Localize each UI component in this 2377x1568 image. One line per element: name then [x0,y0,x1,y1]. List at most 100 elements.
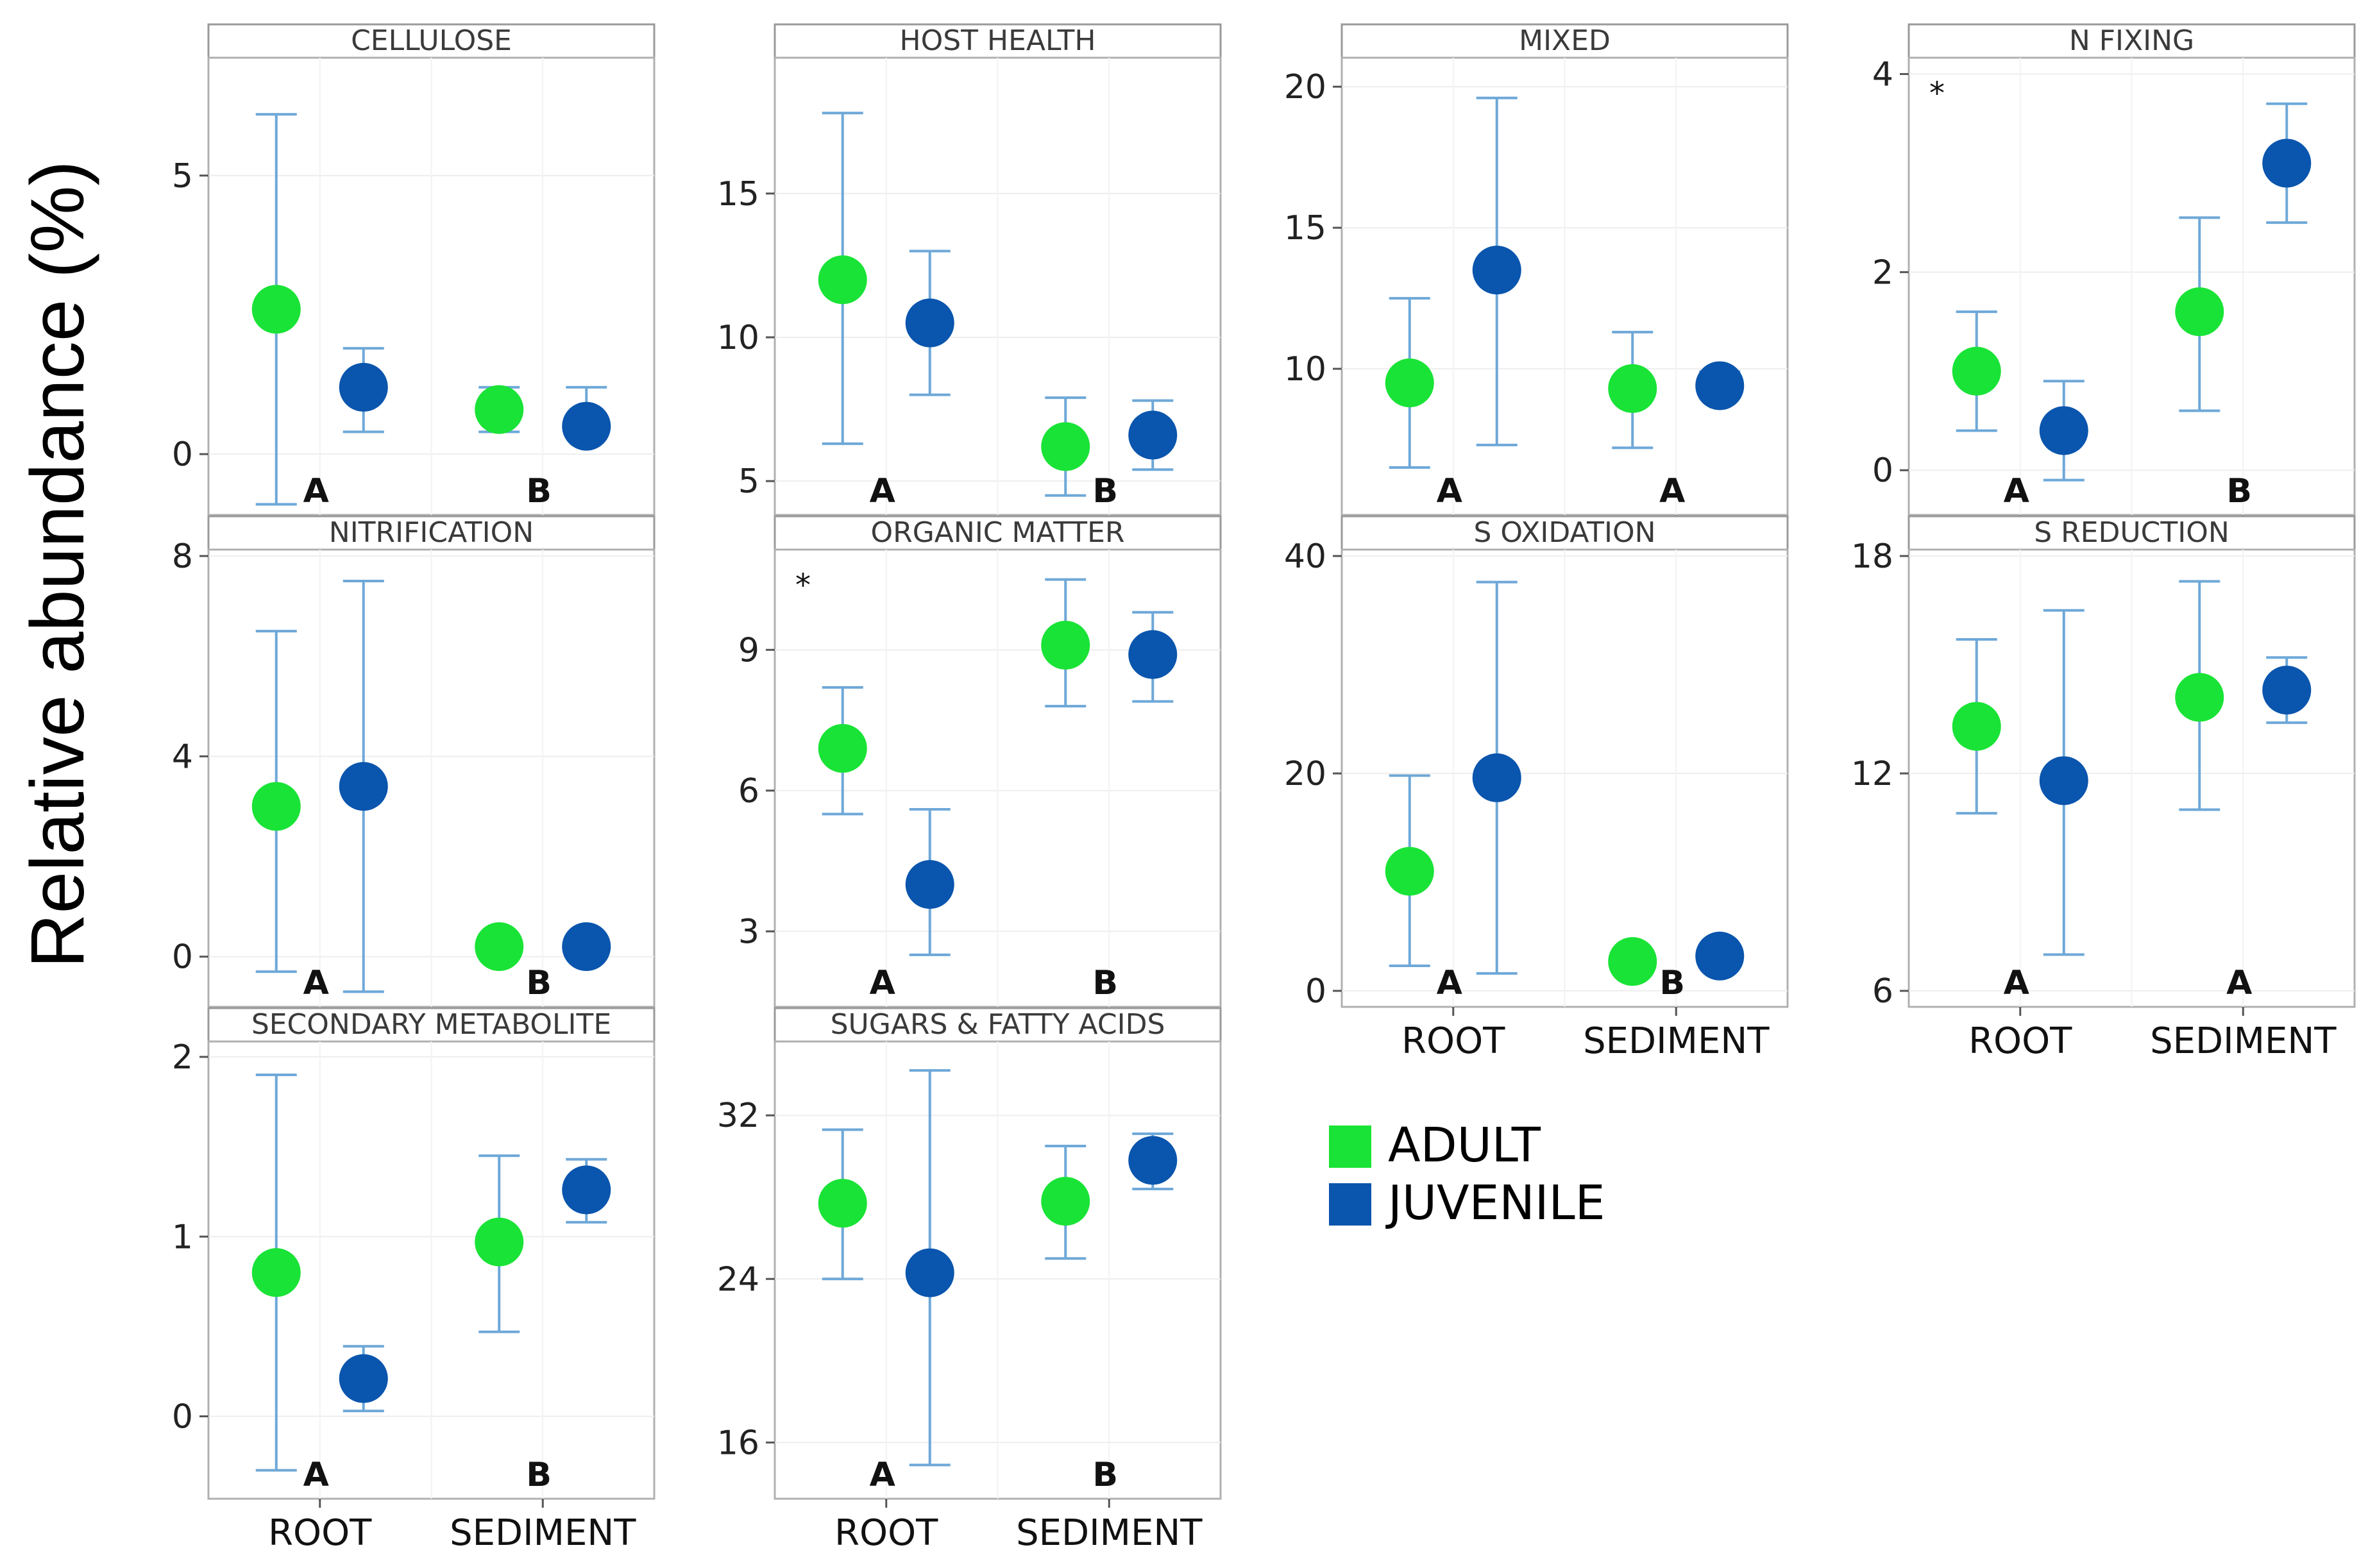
panel-strip [207,1007,656,1043]
point-juvenile-root [339,1345,388,1413]
point-adult-root [251,630,301,974]
y-tick-label: 0 [1872,451,1893,490]
mean-marker [2262,139,2312,188]
mean-marker [1952,702,2001,751]
point-adult-root [1952,637,2001,815]
group-letter: A [2004,472,2029,510]
mean-marker [2262,666,2312,715]
y-tick-label: 18 [1851,537,1893,576]
y-tick-label: 4 [1872,55,1893,94]
significance-star: * [795,568,811,603]
mean-marker [1041,621,1090,670]
group-letter: A [1437,472,1462,510]
point-juvenile-root [905,249,954,396]
panel-strip [774,1007,1222,1043]
x-tick-label: SEDIMENT [1016,1512,1203,1554]
panel-strip [1341,515,1789,551]
group-letter: A [303,472,329,510]
x-tick-label: SEDIMENT [1583,1020,1770,1062]
panel-title: N FIXING [2069,24,2194,57]
mean-marker [1695,361,1745,410]
point-adult-sediment [1608,937,1657,986]
group-letter: A [303,1456,329,1494]
y-tick-label: 24 [717,1260,759,1299]
point-adult-sediment [2175,216,2224,412]
y-tick-label: 32 [717,1097,759,1135]
y-tick-label: 2 [172,1038,193,1077]
mean-marker [905,1248,954,1297]
mean-marker [1472,753,1521,802]
mean-marker [905,860,954,909]
legend-item-juvenile: JUVENILE [1329,1176,1605,1231]
x-tick-label: ROOT [1968,1020,2072,1062]
y-tick-label: 0 [172,938,193,977]
legend-label: JUVENILE [1385,1176,1605,1231]
panel-s-oxidation: S OXIDATION 0 20 40 A B ROOT SEDIMENT [1284,515,1789,1062]
y-tick-label: 10 [1284,350,1326,389]
point-juvenile-root [1472,580,1521,975]
panel-strip [774,515,1222,551]
mean-marker [1472,246,1521,295]
y-tick-label: 40 [1284,537,1326,576]
y-tick-label: 12 [1851,755,1893,793]
panel-title: SECONDARY METABOLITE [251,1008,611,1041]
y-tick-label: 20 [1284,68,1326,106]
y-tick-label: 0 [1305,972,1326,1011]
mean-marker [339,1354,388,1403]
point-juvenile-sediment [2262,656,2312,724]
panel-secondary-metabolite: SECONDARY METABOLITE 0 1 2 A B ROOT SEDIMENT [172,1007,656,1554]
panel-strip [207,23,656,59]
group-letter: B [1659,964,1685,1002]
panel-strip [1341,23,1789,59]
mean-marker [1128,410,1178,460]
panel-nitrification: NITRIFICATION 0 4 8 A B [172,515,656,1008]
mean-marker [1608,937,1657,986]
point-adult-sediment [1041,1145,1090,1260]
point-adult-sediment [2175,580,2224,811]
mean-marker [251,285,301,334]
mean-marker [905,298,954,348]
point-adult-sediment [1041,396,1090,497]
point-adult-sediment [1041,578,1090,708]
point-adult-root [818,1128,867,1281]
panel-title: S OXIDATION [1473,516,1655,549]
legend-swatch [1329,1125,1371,1168]
y-tick-label: 6 [738,772,759,811]
panel-strip [774,23,1222,59]
x-tick-label: ROOT [834,1512,938,1554]
group-letter: A [870,1456,895,1494]
group-letter: B [1092,472,1118,510]
group-letter: A [1659,472,1685,510]
panel-title: HOST HEALTH [900,24,1096,57]
y-axis-label: Relative abundance (%) [15,160,100,968]
mean-marker [1041,422,1090,471]
y-tick-label: 10 [717,319,759,357]
panel-sugars-fatty-acids: SUGARS & FATTY ACIDS 16 24 32 A B ROOT SEDIMENT [717,1007,1222,1554]
mean-marker [1952,346,2001,396]
panel-strip [1908,23,2356,59]
x-tick-label: SEDIMENT [2150,1020,2337,1062]
legend-swatch [1329,1183,1371,1226]
mean-marker [562,1165,611,1215]
significance-star: * [1929,76,1945,112]
y-tick-label: 15 [1284,209,1326,248]
panel-title: NITRIFICATION [329,516,534,549]
point-juvenile-sediment [1128,399,1178,471]
mean-marker [1041,1177,1090,1226]
point-adult-sediment [475,922,524,972]
mean-marker [475,385,524,434]
mean-marker [251,1248,301,1297]
panel-strip [207,515,656,551]
panel-title: CELLULOSE [351,24,512,57]
y-tick-label: 5 [738,462,759,501]
panel-host-health: HOST HEALTH 5 10 15 A B [717,23,1222,516]
point-juvenile-sediment [1128,611,1178,703]
point-juvenile-root [339,347,388,434]
y-tick-label: 4 [172,738,193,776]
y-tick-label: 0 [172,435,193,474]
group-letter: B [1092,964,1118,1002]
legend-label: ADULT [1388,1118,1541,1173]
mean-marker [2039,756,2088,805]
